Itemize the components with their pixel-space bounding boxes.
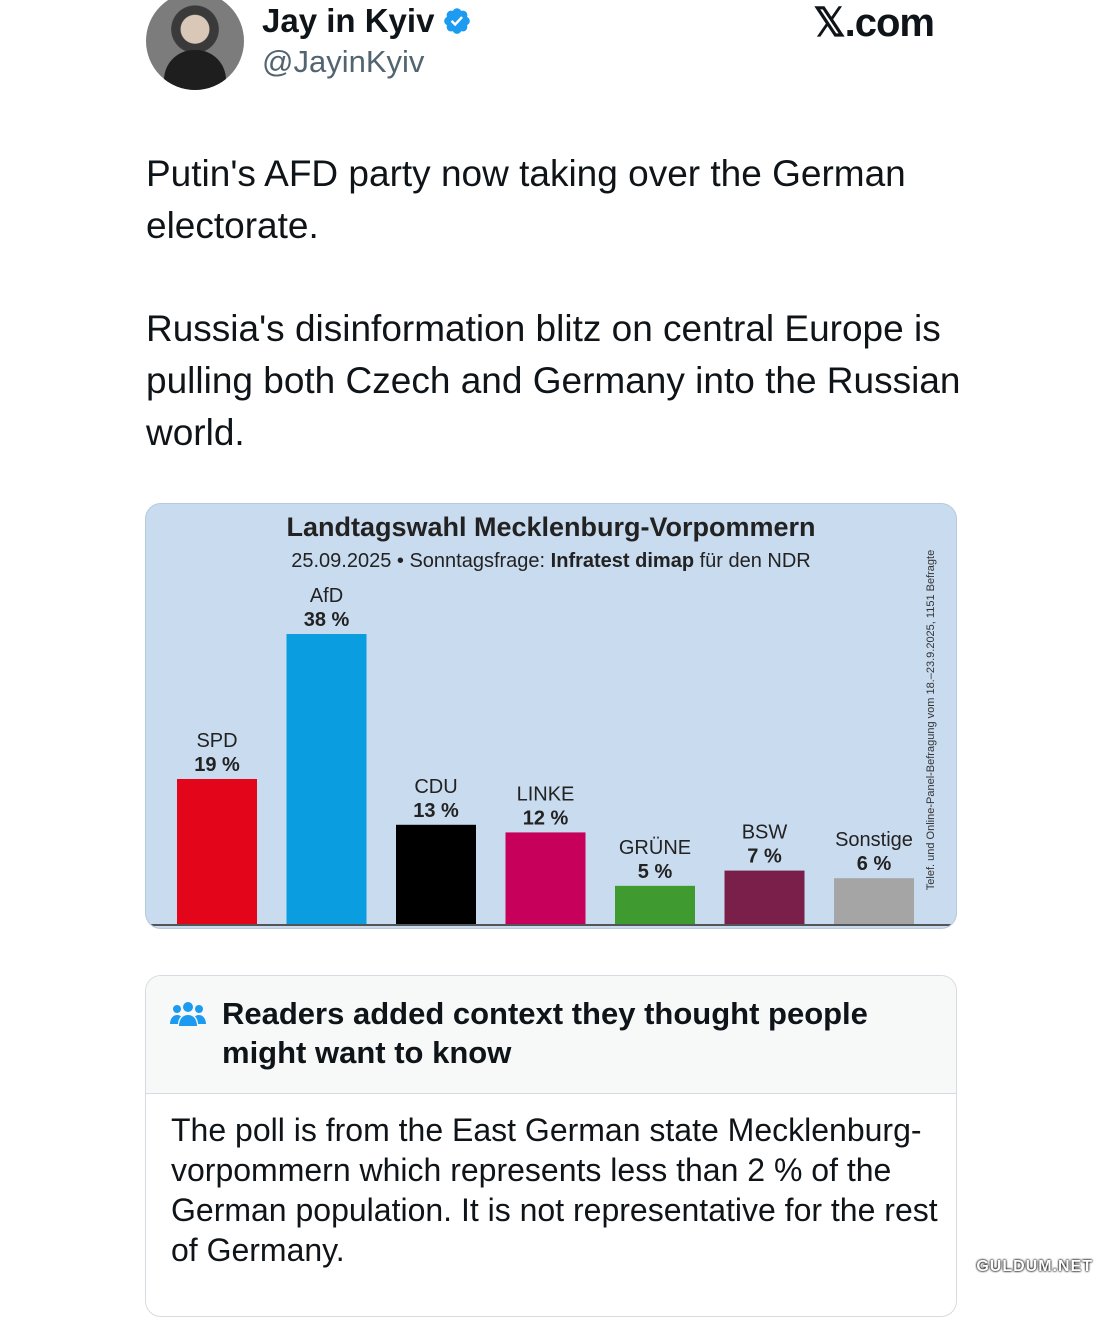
bar-category-label: AfD (310, 585, 343, 607)
chart-image[interactable]: Landtagswahl Mecklenburg-Vorpommern 25.0… (145, 503, 957, 929)
bar-linke (505, 832, 586, 924)
bar-spd (177, 779, 257, 924)
bar-grne (615, 885, 695, 924)
community-note-body: The poll is from the East German state M… (171, 1112, 938, 1268)
watermark: GULDUM.NET (976, 1258, 1093, 1275)
author-handle[interactable]: @JayinKyiv (262, 44, 425, 79)
bar-afd (286, 634, 367, 924)
bar-category-label: BSW (742, 822, 788, 844)
tweet-paragraph: Putin's AFD party now taking over the Ge… (146, 153, 906, 246)
bar-value-label: 7 % (747, 846, 782, 868)
bar-cdu (396, 824, 476, 924)
bar-value-label: 12 % (523, 807, 569, 829)
verified-badge-icon (444, 8, 471, 34)
tweet-paragraph: Russia's disinformation blitz on central… (146, 308, 961, 453)
avatar[interactable] (146, 0, 244, 90)
bar-category-label: LINKE (517, 783, 575, 805)
community-note-header: Readers added context they thought peopl… (146, 976, 956, 1094)
tweet-text: Putin's AFD party now taking over the Ge… (146, 148, 966, 510)
site-label: 𝕏.com (813, 1, 935, 45)
bar-category-label: Sonstige (835, 829, 913, 851)
bar-value-label: 38 % (304, 609, 350, 631)
chart-subtitle-source: Infratest dimap (550, 550, 695, 572)
chart-subtitle: 25.09.2025 • Sonntagsfrage: Infratest di… (146, 550, 956, 573)
bar-sonstige (834, 878, 914, 924)
bar-category-label: GRÜNE (619, 837, 691, 859)
bar-value-label: 5 % (638, 861, 673, 883)
community-note-title: Readers added context they thought peopl… (222, 996, 868, 1070)
chart-subtitle-tail: für den NDR (699, 550, 811, 572)
people-icon (170, 1002, 206, 1026)
bar-category-label: SPD (196, 730, 237, 752)
bar-value-label: 6 % (857, 853, 892, 875)
chart-subtitle-date: 25.09.2025 • Sonntagsfrage: (291, 550, 546, 572)
chart-title: Landtagswahl Mecklenburg-Vorpommern (286, 512, 816, 542)
author-name-row: Jay in Kyiv (262, 2, 472, 40)
bar-value-label: 13 % (413, 800, 459, 822)
bar-value-label: 19 % (194, 754, 240, 776)
bar-bsw (724, 870, 805, 924)
author-name[interactable]: Jay in Kyiv (262, 2, 435, 39)
community-note: Readers added context they thought peopl… (145, 975, 957, 1317)
bar-category-label: CDU (414, 776, 457, 798)
chart-source-note: Telef. und Online-Panel-Befragung vom 18… (925, 549, 937, 891)
